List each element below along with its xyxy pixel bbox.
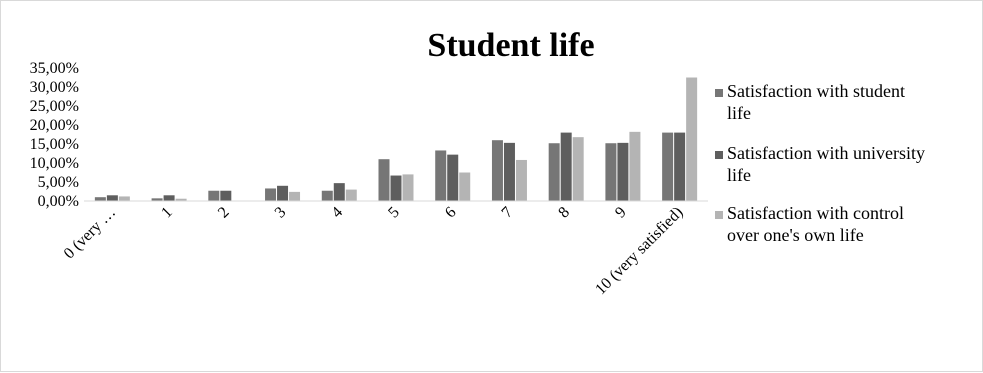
y-tick-label: 35,00%	[30, 60, 79, 77]
y-tick-label: 15,00%	[30, 136, 79, 153]
bar	[629, 131, 641, 201]
legend-label: life	[727, 103, 751, 123]
bar	[94, 197, 106, 201]
y-axis: 0,00% 5,00% 10,00% 15,00% 20,00% 25,00% 30,00%…	[30, 60, 79, 210]
bar	[118, 196, 130, 201]
bar	[333, 183, 345, 201]
y-tick-label: 25,00%	[30, 98, 79, 115]
legend-swatch	[715, 211, 723, 219]
bar	[662, 132, 674, 201]
bar	[289, 191, 301, 201]
bar	[151, 198, 163, 201]
x-tick-label: 0 (very …	[61, 204, 120, 263]
bar	[515, 159, 527, 201]
y-tick-label: 0,00%	[38, 193, 79, 210]
legend: Satisfaction with studentlifeSatisfactio…	[715, 81, 925, 245]
bar	[572, 137, 584, 201]
legend-label: over one's own life	[727, 225, 864, 245]
bar	[175, 198, 187, 201]
x-tick-label: 4	[328, 204, 346, 222]
bar	[459, 172, 471, 201]
bars	[94, 77, 698, 201]
bar	[503, 142, 515, 201]
x-axis: 0 (very … 1 2 3 4 5 6 7 8 910 (very satisfied)	[61, 204, 687, 298]
bar	[605, 143, 617, 201]
bar	[548, 143, 560, 201]
bar	[163, 195, 175, 201]
x-tick-label: 1	[158, 204, 176, 222]
bar	[435, 150, 447, 201]
x-tick-label: 3	[272, 204, 290, 222]
x-tick-label: 5	[385, 204, 403, 222]
x-tick-label: 6	[442, 204, 460, 222]
legend-label: life	[727, 165, 751, 185]
bar	[321, 190, 333, 201]
bar	[277, 185, 289, 201]
x-tick-label: 10 (very satisfied)	[592, 204, 686, 298]
legend-swatch	[715, 151, 723, 159]
bar	[674, 132, 686, 201]
y-tick-label: 10,00%	[30, 155, 79, 172]
bar	[390, 175, 402, 201]
legend-swatch	[715, 89, 723, 97]
x-tick-label: 2	[215, 204, 233, 222]
bar	[345, 189, 357, 201]
bar	[208, 190, 220, 201]
bar	[402, 174, 414, 201]
bar	[560, 132, 572, 201]
legend-label: Satisfaction with student	[727, 81, 905, 101]
chart-title: Student life	[427, 27, 594, 64]
x-tick-label: 8	[555, 204, 573, 222]
bar	[106, 195, 118, 201]
x-tick-label: 7	[499, 204, 517, 222]
x-tick-label: 9	[612, 204, 630, 222]
bar	[447, 154, 459, 201]
bar	[220, 190, 232, 201]
y-tick-label: 30,00%	[30, 79, 79, 96]
y-tick-label: 5,00%	[38, 174, 79, 191]
legend-label: Satisfaction with control	[727, 203, 904, 223]
legend-label: Satisfaction with university	[727, 143, 925, 163]
bar	[686, 77, 698, 201]
bar	[491, 140, 503, 201]
bar	[378, 159, 390, 201]
bar	[265, 188, 277, 201]
bar	[617, 142, 629, 201]
y-tick-label: 20,00%	[30, 117, 79, 134]
